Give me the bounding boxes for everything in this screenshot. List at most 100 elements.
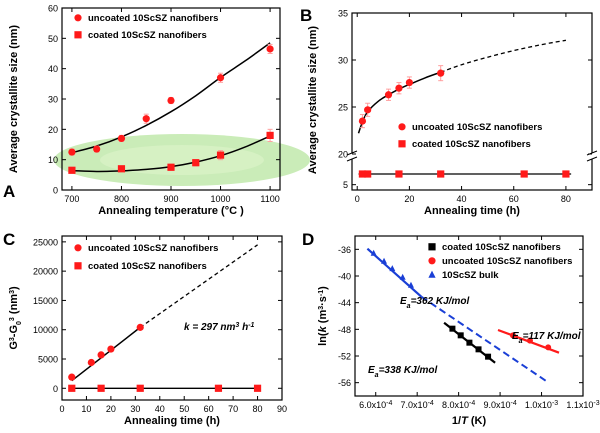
panel-c-ylabel-part: 0: [16, 321, 23, 325]
panel-d-series-1-point: [457, 332, 464, 339]
panel-b-series-1-point: [437, 69, 445, 77]
panel-b-series-2-legend-label: coated 10ScSZ nanofibers: [412, 139, 531, 150]
panel-d-series-1-point: [485, 353, 492, 360]
panel-d-series-2-point: [526, 337, 533, 344]
panel-d-xtick-label-part: -4: [469, 400, 475, 407]
panel-d-xlabel: 1/T (K): [452, 415, 487, 427]
panel-c-xtick-label: 30: [130, 404, 140, 414]
panel-c-fit-line: [71, 326, 141, 382]
panel-b-break-gap-left: [349, 153, 355, 159]
panel-d-series-3-point: [399, 273, 406, 280]
panel-a-ytick-label: 10: [48, 155, 58, 165]
panel-a-xlabel: Annealing temperature (°C ): [98, 205, 244, 217]
panel-b-xtick-label: 80: [561, 194, 571, 204]
panel-d-xlabel-part: 1/: [452, 415, 461, 427]
panel-d-xtick-label: 7.0x10-4: [401, 400, 434, 411]
panel-b-ytick-label: 25: [338, 103, 348, 113]
panel-d-activation-energy-2: Ea=117 KJ/mol: [512, 331, 581, 345]
panel-a-xtick-label: 1100: [260, 194, 279, 204]
panel-a-series-2-point: [192, 159, 200, 167]
panel-b-series-1-point: [395, 84, 403, 92]
panel-d-series-3-point: [381, 257, 388, 264]
panel-c-xtick-label: 50: [179, 404, 189, 414]
panel-d-ytick-label: -36: [338, 245, 351, 255]
panel-b-frame: [351, 12, 593, 191]
panel-c-xtick-label: 0: [59, 404, 64, 414]
panel-a-ylabel: Average crystallite size (nm): [8, 25, 20, 173]
panel-c-fit-extrapolation: [139, 244, 258, 328]
panel-d-activation-energy-3-part: a: [375, 372, 379, 379]
panel-a-series-1-point: [266, 45, 274, 53]
panel-b-break-mark-left: [346, 150, 358, 162]
panel-a-series-2-legend-label: coated 10ScSZ nanofibers: [88, 30, 207, 41]
panel-d-ylabel-part: -1: [318, 290, 325, 296]
panel-c-ylabel: G3-G03 (nm3): [8, 286, 23, 350]
panel-c-rate-annotation-part: -1: [248, 322, 254, 329]
panel-b-break-gap-right: [589, 153, 595, 159]
panel-b-ytick-label: 35: [338, 9, 348, 19]
panel-b-letter: B: [300, 6, 312, 25]
panel-a-series-2-point: [68, 166, 76, 174]
panel-b: 0 20 40 60 80 20 25 30 35 5 uncoated 10ScSZ nanofi…: [300, 6, 598, 217]
panel-c-series-2-point: [68, 384, 76, 392]
panel-c-ylabel-part: -G: [8, 325, 20, 337]
panel-a-ytick-label: 0: [53, 186, 58, 196]
panel-b-series-2-point: [520, 170, 528, 178]
panel-c-rate-annotation: k = 297 nm3 h-1: [184, 322, 255, 334]
panel-b-series-2-point: [358, 170, 367, 178]
panel-b-series-1-point: [364, 106, 372, 114]
panel-b-series-1-legend-marker: [398, 123, 406, 131]
panel-b-xtick-label: 40: [457, 194, 467, 204]
panel-a-ytick-label: 30: [48, 95, 58, 105]
panel-d-activation-energy-2-part: a: [519, 338, 523, 345]
panel-c-ylabel-part: (nm: [8, 294, 20, 317]
panel-d-activation-energy-3-part: =338 KJ/mol: [379, 365, 438, 376]
panel-d-activation-energy-1: Ea=362 KJ/mol: [400, 296, 469, 310]
panel-d-series-3-legend-marker: [428, 270, 436, 278]
panel-b-series-1-point: [358, 117, 367, 125]
panel-d-xtick-label-part: 6.0x10: [359, 400, 386, 410]
panel-d-series-2-point: [545, 344, 552, 351]
panel-d-activation-energy-3: Ea=338 KJ/mol: [368, 365, 437, 379]
panel-d-series-3-legend-label: 10ScSZ bulk: [442, 270, 499, 281]
panel-d-ytick-label: -48: [338, 325, 351, 335]
panel-a-ytick-label: 50: [48, 34, 58, 44]
panel-a-series-2-point: [167, 163, 175, 171]
panel-d-xtick-label-part: 8.0x10: [442, 400, 469, 410]
panel-c-rate-annotation-part: = 297 nm: [190, 322, 236, 333]
panel-d-series-2-legend-label: uncoated 10ScSZ nanofibers: [442, 256, 572, 267]
panel-c-letter: C: [3, 230, 15, 249]
panel-d-letter: D: [302, 230, 314, 249]
panel-c-ylabel-part: 3: [9, 317, 16, 321]
panel-b-ytick-label: 20: [338, 150, 348, 160]
panel-c-xtick-label: 40: [155, 404, 165, 414]
panel-c-series-1-legend-marker: [74, 244, 82, 252]
panel-a-xtick-label: 800: [114, 194, 129, 204]
panel-a-xtick-label: 1000: [211, 194, 231, 204]
panel-b-series-1-point: [405, 78, 413, 87]
panel-d-activation-energy-2-part: E: [512, 331, 519, 342]
panel-c-rate-annotation-part: 3: [235, 322, 239, 329]
panel-c-ytick-label: 0: [53, 384, 58, 394]
panel-d-xtick-label: 9.0x10-4: [483, 400, 516, 411]
panel-c: 0 10 20 30 40 50 60 70 80 90050001000015000200002…: [3, 230, 287, 427]
panel-c-ytick-label: 20000: [33, 267, 58, 277]
panel-c-ylabel-part: G: [8, 341, 20, 350]
panel-a-ytick-label: 60: [48, 4, 58, 14]
panel-d-series-3-point: [370, 249, 377, 256]
panel-a-series-1-legend-marker: [74, 14, 82, 22]
panel-d-ylabel-part: k: [317, 325, 329, 332]
panel-c-rate-annotation-part: h: [239, 322, 248, 333]
panel-d-ylabel-part: 3: [318, 306, 325, 310]
panel-d-xtick-label-part: -4: [510, 400, 516, 407]
panel-a-series-1-legend-label: uncoated 10ScSZ nanofibers: [88, 13, 218, 24]
panel-b-series-2-point: [395, 170, 403, 178]
panel-d-series-1-legend-marker: [428, 243, 436, 251]
panel-b-series-2-point: [562, 170, 570, 178]
panel-d-xtick-label: 1.0x10-3: [525, 400, 558, 411]
panel-c-ylabel-part: 3: [9, 337, 16, 341]
panel-d-xtick-label-part: -3: [552, 400, 558, 407]
panel-c-xtick-label: 60: [204, 404, 214, 414]
panel-c-xlabel: Annealing time (h): [124, 415, 220, 427]
panel-d-xtick-label: 8.0x10-4: [442, 400, 475, 411]
